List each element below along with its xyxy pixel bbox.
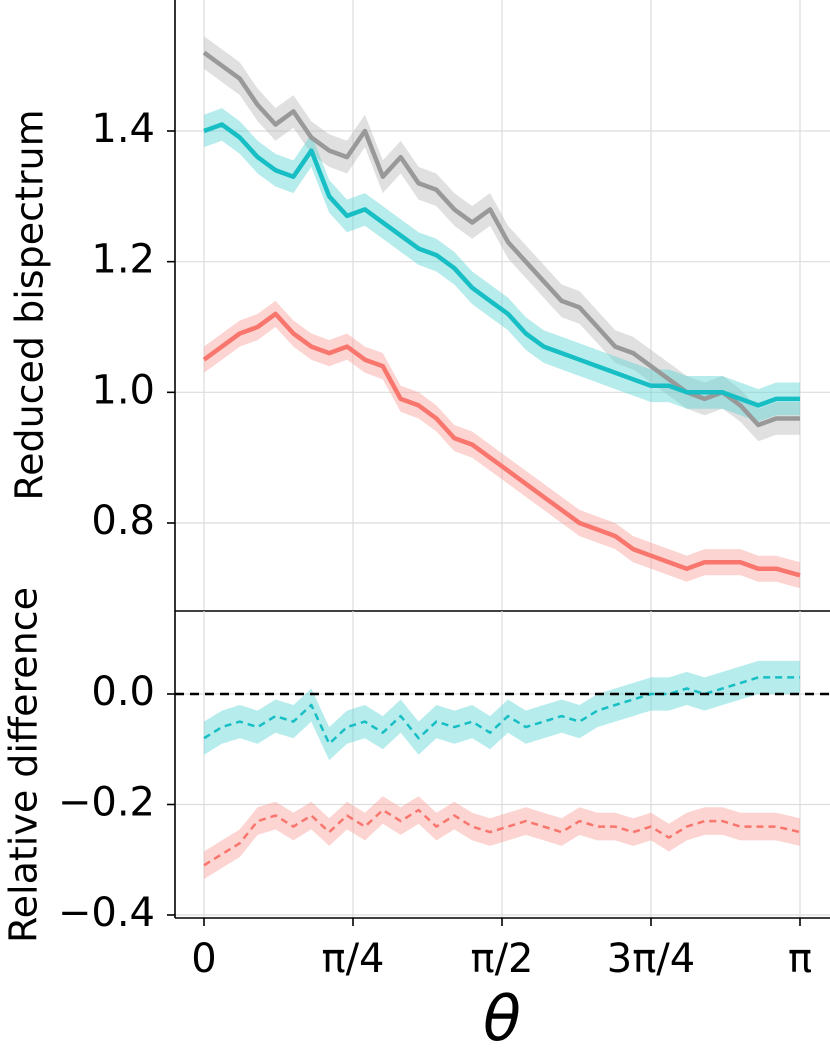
bottom-yticks: −0.4 −0.2 0.0 [58,669,175,936]
bottom-ylabel: Relative difference [2,587,46,943]
y-tick-label: 0.0 [91,669,155,715]
red-series-line [203,808,801,867]
x-tick-label: π [788,936,812,982]
x-tick-label: 0 [191,936,216,982]
y-tick-label: 1.2 [91,237,155,283]
top-bands [204,36,800,589]
top-grid [175,0,830,611]
x-tick-label: π/2 [470,936,533,982]
bottom-lines [203,676,801,867]
y-tick-label: 0.8 [91,498,155,544]
y-tick-label: 1.4 [91,106,155,152]
bottom-grid [175,611,830,918]
x-axis-label: θ [483,982,521,1055]
x-tick-label: 3π/4 [607,936,695,982]
cyan-series-line [203,122,800,408]
x-ticks: 0 π/4 π/2 3π/4 π [191,918,812,982]
bottom-panel: −0.4 −0.2 0.0 Relative difference [2,587,830,943]
bottom-bands [204,660,800,880]
cyan-confidence-band [204,108,800,422]
top-yticks: 0.8 1.0 1.2 1.4 [91,106,175,544]
red-series-line [202,311,801,578]
top-ylabel: Reduced bispectrum [8,109,52,500]
top-lines [202,50,801,578]
y-tick-label: −0.2 [58,780,155,826]
red-confidence-band [204,300,800,589]
top-panel: 0.8 1.0 1.2 1.4 Reduced bispectrum [8,0,830,612]
cyan-series-line [203,676,800,745]
gray-confidence-band [204,36,800,442]
gray-series-line [202,50,800,428]
y-tick-label: 1.0 [91,367,155,413]
x-tick-label: π/4 [321,936,384,982]
y-tick-label: −0.4 [58,890,155,936]
red-confidence-band [204,796,800,880]
cyan-confidence-band [204,660,800,761]
